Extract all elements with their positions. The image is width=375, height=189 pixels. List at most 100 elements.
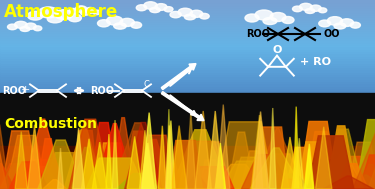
Polygon shape xyxy=(297,142,333,189)
Polygon shape xyxy=(37,139,60,189)
Bar xyxy=(0,78,375,81)
Polygon shape xyxy=(28,125,41,189)
Polygon shape xyxy=(158,126,166,189)
Text: ROO: ROO xyxy=(246,29,270,39)
Polygon shape xyxy=(304,149,313,189)
Bar xyxy=(0,50,375,53)
Ellipse shape xyxy=(20,26,30,31)
Polygon shape xyxy=(211,164,266,189)
Polygon shape xyxy=(165,125,173,189)
Bar xyxy=(0,38,375,42)
Text: ROO: ROO xyxy=(90,86,114,96)
Polygon shape xyxy=(228,132,255,189)
Bar xyxy=(0,75,375,79)
Ellipse shape xyxy=(334,23,346,29)
Polygon shape xyxy=(220,161,270,189)
Ellipse shape xyxy=(184,14,196,20)
Bar xyxy=(0,20,375,23)
Bar xyxy=(0,171,375,189)
Bar xyxy=(0,73,375,76)
Ellipse shape xyxy=(85,8,95,13)
Polygon shape xyxy=(254,127,289,189)
Bar xyxy=(0,85,375,88)
Polygon shape xyxy=(196,170,218,189)
Polygon shape xyxy=(161,66,192,90)
Polygon shape xyxy=(140,148,154,189)
Ellipse shape xyxy=(68,14,81,22)
Polygon shape xyxy=(359,155,375,189)
Polygon shape xyxy=(344,166,375,189)
Polygon shape xyxy=(38,140,84,189)
Ellipse shape xyxy=(120,18,134,26)
Polygon shape xyxy=(106,134,112,189)
Bar xyxy=(0,29,375,33)
Text: Atmosphere: Atmosphere xyxy=(4,3,118,21)
Polygon shape xyxy=(171,126,187,189)
Polygon shape xyxy=(325,151,363,189)
Polygon shape xyxy=(178,141,225,189)
Text: C: C xyxy=(143,80,149,89)
Polygon shape xyxy=(0,125,9,189)
Polygon shape xyxy=(64,129,104,189)
Bar xyxy=(0,43,375,46)
Ellipse shape xyxy=(33,26,42,31)
Polygon shape xyxy=(94,124,135,189)
Ellipse shape xyxy=(114,23,126,29)
Polygon shape xyxy=(368,163,375,189)
Text: +: + xyxy=(21,85,30,95)
Ellipse shape xyxy=(305,9,315,13)
Polygon shape xyxy=(252,128,303,189)
Polygon shape xyxy=(167,121,175,189)
Polygon shape xyxy=(22,119,64,189)
Ellipse shape xyxy=(15,21,27,28)
Polygon shape xyxy=(252,112,269,189)
Polygon shape xyxy=(146,181,206,189)
Polygon shape xyxy=(231,157,269,189)
Polygon shape xyxy=(195,111,211,189)
Ellipse shape xyxy=(27,11,43,20)
Polygon shape xyxy=(208,111,223,189)
Polygon shape xyxy=(299,121,337,189)
Polygon shape xyxy=(189,64,196,70)
Bar xyxy=(0,68,375,72)
Polygon shape xyxy=(356,165,375,189)
Polygon shape xyxy=(197,114,204,121)
Ellipse shape xyxy=(144,2,157,9)
Polygon shape xyxy=(323,176,374,189)
Ellipse shape xyxy=(170,11,181,18)
Text: ROO: ROO xyxy=(2,86,26,96)
Bar xyxy=(0,18,375,21)
Polygon shape xyxy=(73,130,99,189)
Bar xyxy=(0,87,375,90)
Polygon shape xyxy=(309,160,364,189)
Polygon shape xyxy=(305,132,337,189)
Polygon shape xyxy=(142,135,173,189)
Bar xyxy=(0,55,375,58)
Polygon shape xyxy=(140,130,150,189)
Polygon shape xyxy=(306,173,339,189)
Text: Combustion: Combustion xyxy=(4,117,97,131)
Ellipse shape xyxy=(318,8,327,13)
Polygon shape xyxy=(135,139,171,189)
Ellipse shape xyxy=(340,19,354,26)
Polygon shape xyxy=(250,148,303,189)
Polygon shape xyxy=(90,122,118,189)
Polygon shape xyxy=(294,138,304,189)
Polygon shape xyxy=(111,118,135,189)
Polygon shape xyxy=(251,115,268,189)
Ellipse shape xyxy=(350,22,360,28)
Polygon shape xyxy=(142,113,156,189)
Bar xyxy=(0,8,375,12)
Ellipse shape xyxy=(150,7,160,13)
Ellipse shape xyxy=(69,9,78,14)
Ellipse shape xyxy=(131,22,142,28)
Bar xyxy=(0,45,375,49)
Ellipse shape xyxy=(164,7,173,12)
Ellipse shape xyxy=(319,20,331,27)
Ellipse shape xyxy=(178,8,192,16)
Polygon shape xyxy=(215,143,225,189)
Bar xyxy=(0,89,375,93)
Ellipse shape xyxy=(263,18,277,25)
Polygon shape xyxy=(43,180,67,189)
Bar xyxy=(0,31,375,35)
